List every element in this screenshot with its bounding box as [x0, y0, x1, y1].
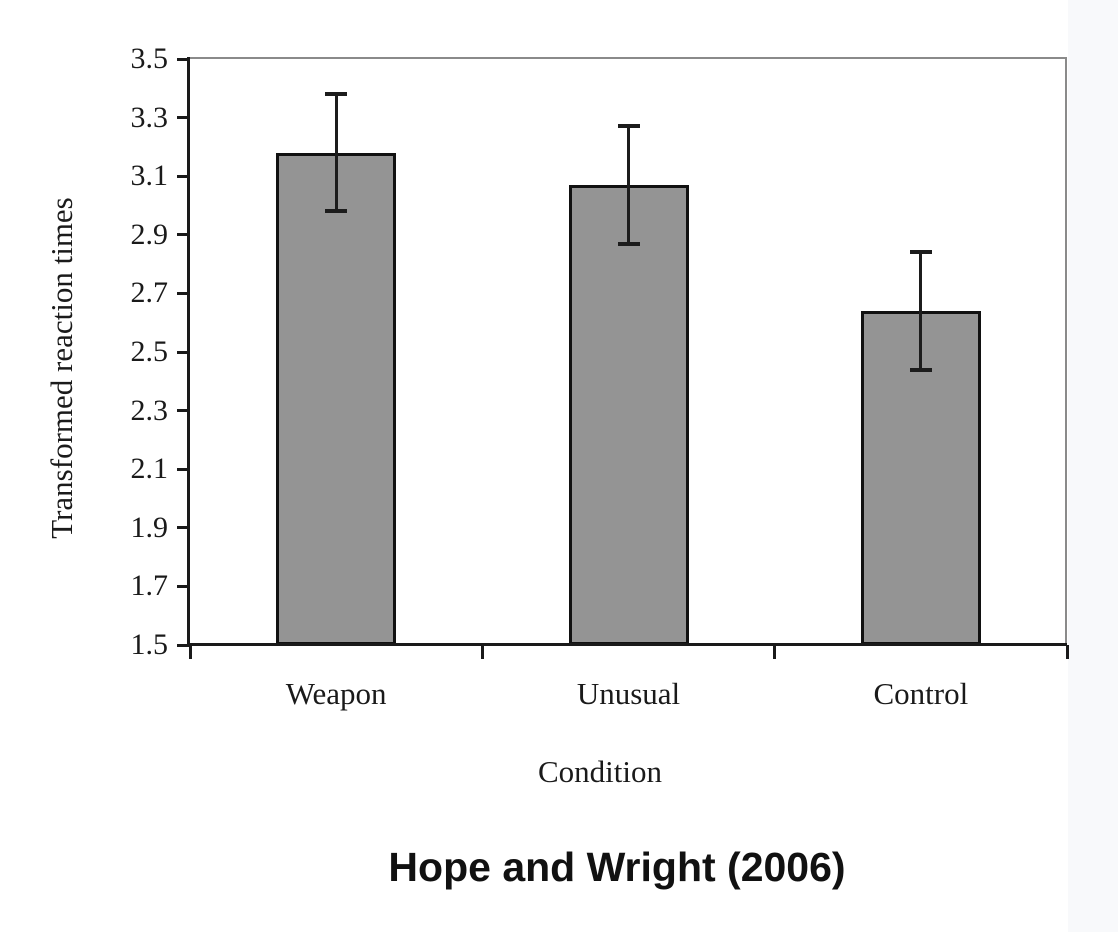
error-bar-cap-bottom-weapon — [325, 209, 348, 214]
page-right-strip — [1068, 0, 1118, 932]
x-tick-mark — [188, 645, 192, 659]
y-tick-label: 1.9 — [130, 510, 169, 544]
y-tick-mark — [177, 233, 190, 237]
y-tick-mark — [177, 467, 190, 471]
y-tick-label: 2.9 — [130, 217, 169, 251]
y-tick-label: 3.3 — [130, 100, 169, 134]
y-tick-label: 2.3 — [130, 393, 169, 427]
y-tick-mark — [177, 526, 190, 530]
error-bar-cap-top-unusual — [617, 124, 640, 129]
figure-caption: Hope and Wright (2006) — [388, 844, 846, 890]
error-bar-cap-bottom-control — [909, 367, 932, 372]
category-label-unusual: Unusual — [576, 676, 681, 711]
error-bar-cap-bottom-unusual — [617, 241, 640, 246]
x-axis-title: Condition — [537, 754, 663, 789]
y-tick-mark — [177, 350, 190, 354]
bar-weapon — [276, 152, 397, 645]
y-tick-label: 2.7 — [130, 276, 169, 310]
y-tick-mark — [177, 584, 190, 588]
y-tick-label: 2.5 — [130, 335, 169, 368]
y-tick-mark — [177, 291, 190, 295]
x-tick-mark — [1065, 645, 1069, 659]
category-label-weapon: Weapon — [285, 676, 387, 711]
error-bar-cap-top-control — [909, 250, 932, 255]
y-tick-label: 1.5 — [130, 628, 169, 661]
x-tick-mark — [773, 645, 777, 659]
y-tick-mark — [177, 409, 190, 413]
error-bar-line-control — [919, 252, 923, 370]
plot-frame-right — [1065, 57, 1067, 645]
y-tick-label: 2.1 — [130, 452, 169, 486]
y-tick-label: 1.7 — [130, 569, 169, 603]
y-tick-mark — [177, 174, 190, 178]
error-bar-line-weapon — [334, 94, 338, 212]
y-tick-mark — [177, 643, 190, 647]
error-bar-line-unusual — [627, 126, 630, 244]
error-bar-cap-top-weapon — [325, 92, 348, 97]
bar-unusual — [568, 184, 689, 645]
y-axis-line — [187, 57, 190, 645]
category-label-control: Control — [873, 676, 969, 711]
y-tick-label: 3.1 — [130, 159, 169, 193]
y-tick-mark — [177, 57, 190, 61]
x-axis-line — [187, 643, 1067, 646]
y-axis-title: Transformed reaction times — [44, 197, 79, 539]
y-tick-mark — [177, 116, 190, 120]
x-tick-mark — [480, 645, 484, 659]
plot-frame-top — [190, 57, 1067, 59]
y-tick-label: 3.5 — [130, 42, 169, 75]
